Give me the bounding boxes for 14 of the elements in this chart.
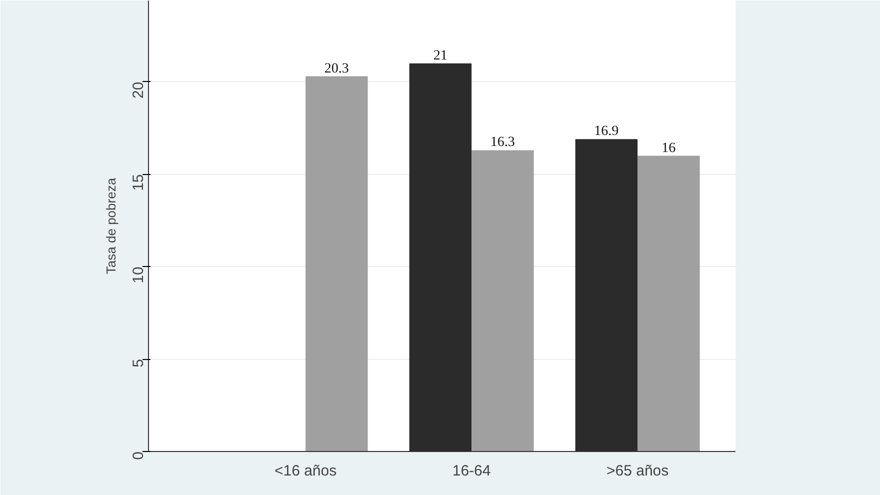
y-tick-label: 15 bbox=[130, 174, 147, 191]
x-tick-label: <16 años bbox=[274, 462, 337, 480]
data-label: 20.3 bbox=[324, 61, 349, 76]
data-label: 16 bbox=[662, 140, 676, 156]
y-tick-label: 5 bbox=[130, 359, 147, 368]
x-tick-label: >65 años bbox=[606, 462, 669, 480]
y-tick-label: 20 bbox=[130, 82, 147, 99]
y-tick-label: 0 bbox=[130, 452, 147, 460]
x-tick-label: 16-64 bbox=[452, 462, 491, 480]
data-label: 16.9 bbox=[594, 124, 619, 140]
data-label: 21 bbox=[433, 48, 448, 64]
data-label: 16.3 bbox=[490, 135, 515, 150]
y-tick-label: 10 bbox=[130, 266, 147, 284]
y-axis-title: Tasa de pobreza bbox=[104, 177, 118, 274]
